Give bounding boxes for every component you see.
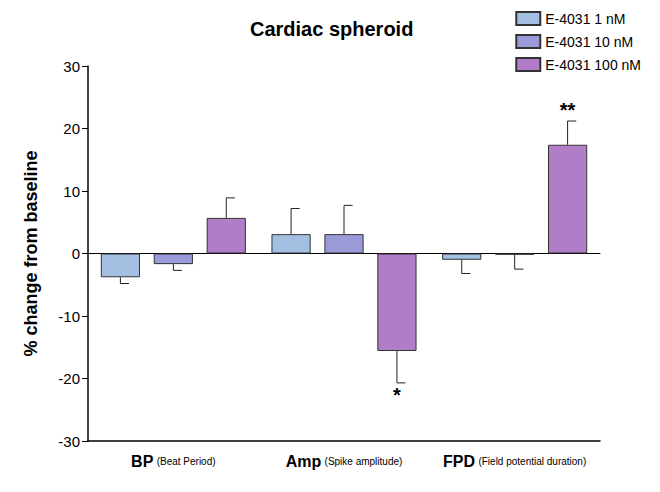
svg-text:(Field potential duration): (Field potential duration) <box>478 456 586 467</box>
svg-text:0: 0 <box>72 245 80 262</box>
svg-text:-20: -20 <box>58 370 80 387</box>
svg-text:-10: -10 <box>58 308 80 325</box>
svg-text:E-4031 10 nM: E-4031 10 nM <box>545 34 633 50</box>
svg-text:**: ** <box>560 99 576 121</box>
svg-text:30: 30 <box>63 58 80 75</box>
svg-text:Amp: Amp <box>286 453 322 470</box>
svg-text:*: * <box>393 384 401 406</box>
svg-text:-30: -30 <box>58 433 80 450</box>
svg-text:Cardiac spheroid: Cardiac spheroid <box>250 18 413 40</box>
svg-text:E-4031 1 nM: E-4031 1 nM <box>545 11 625 27</box>
svg-text:(Beat Period): (Beat Period) <box>157 456 216 467</box>
svg-text:BP: BP <box>131 453 154 470</box>
svg-text:10: 10 <box>63 183 80 200</box>
svg-text:E-4031 100 nM: E-4031 100 nM <box>545 57 641 73</box>
svg-text:(Spike amplitude): (Spike amplitude) <box>325 456 403 467</box>
svg-text:FPD: FPD <box>443 453 475 470</box>
svg-text:20: 20 <box>63 120 80 137</box>
svg-text:% change from baseline: % change from baseline <box>21 150 41 356</box>
